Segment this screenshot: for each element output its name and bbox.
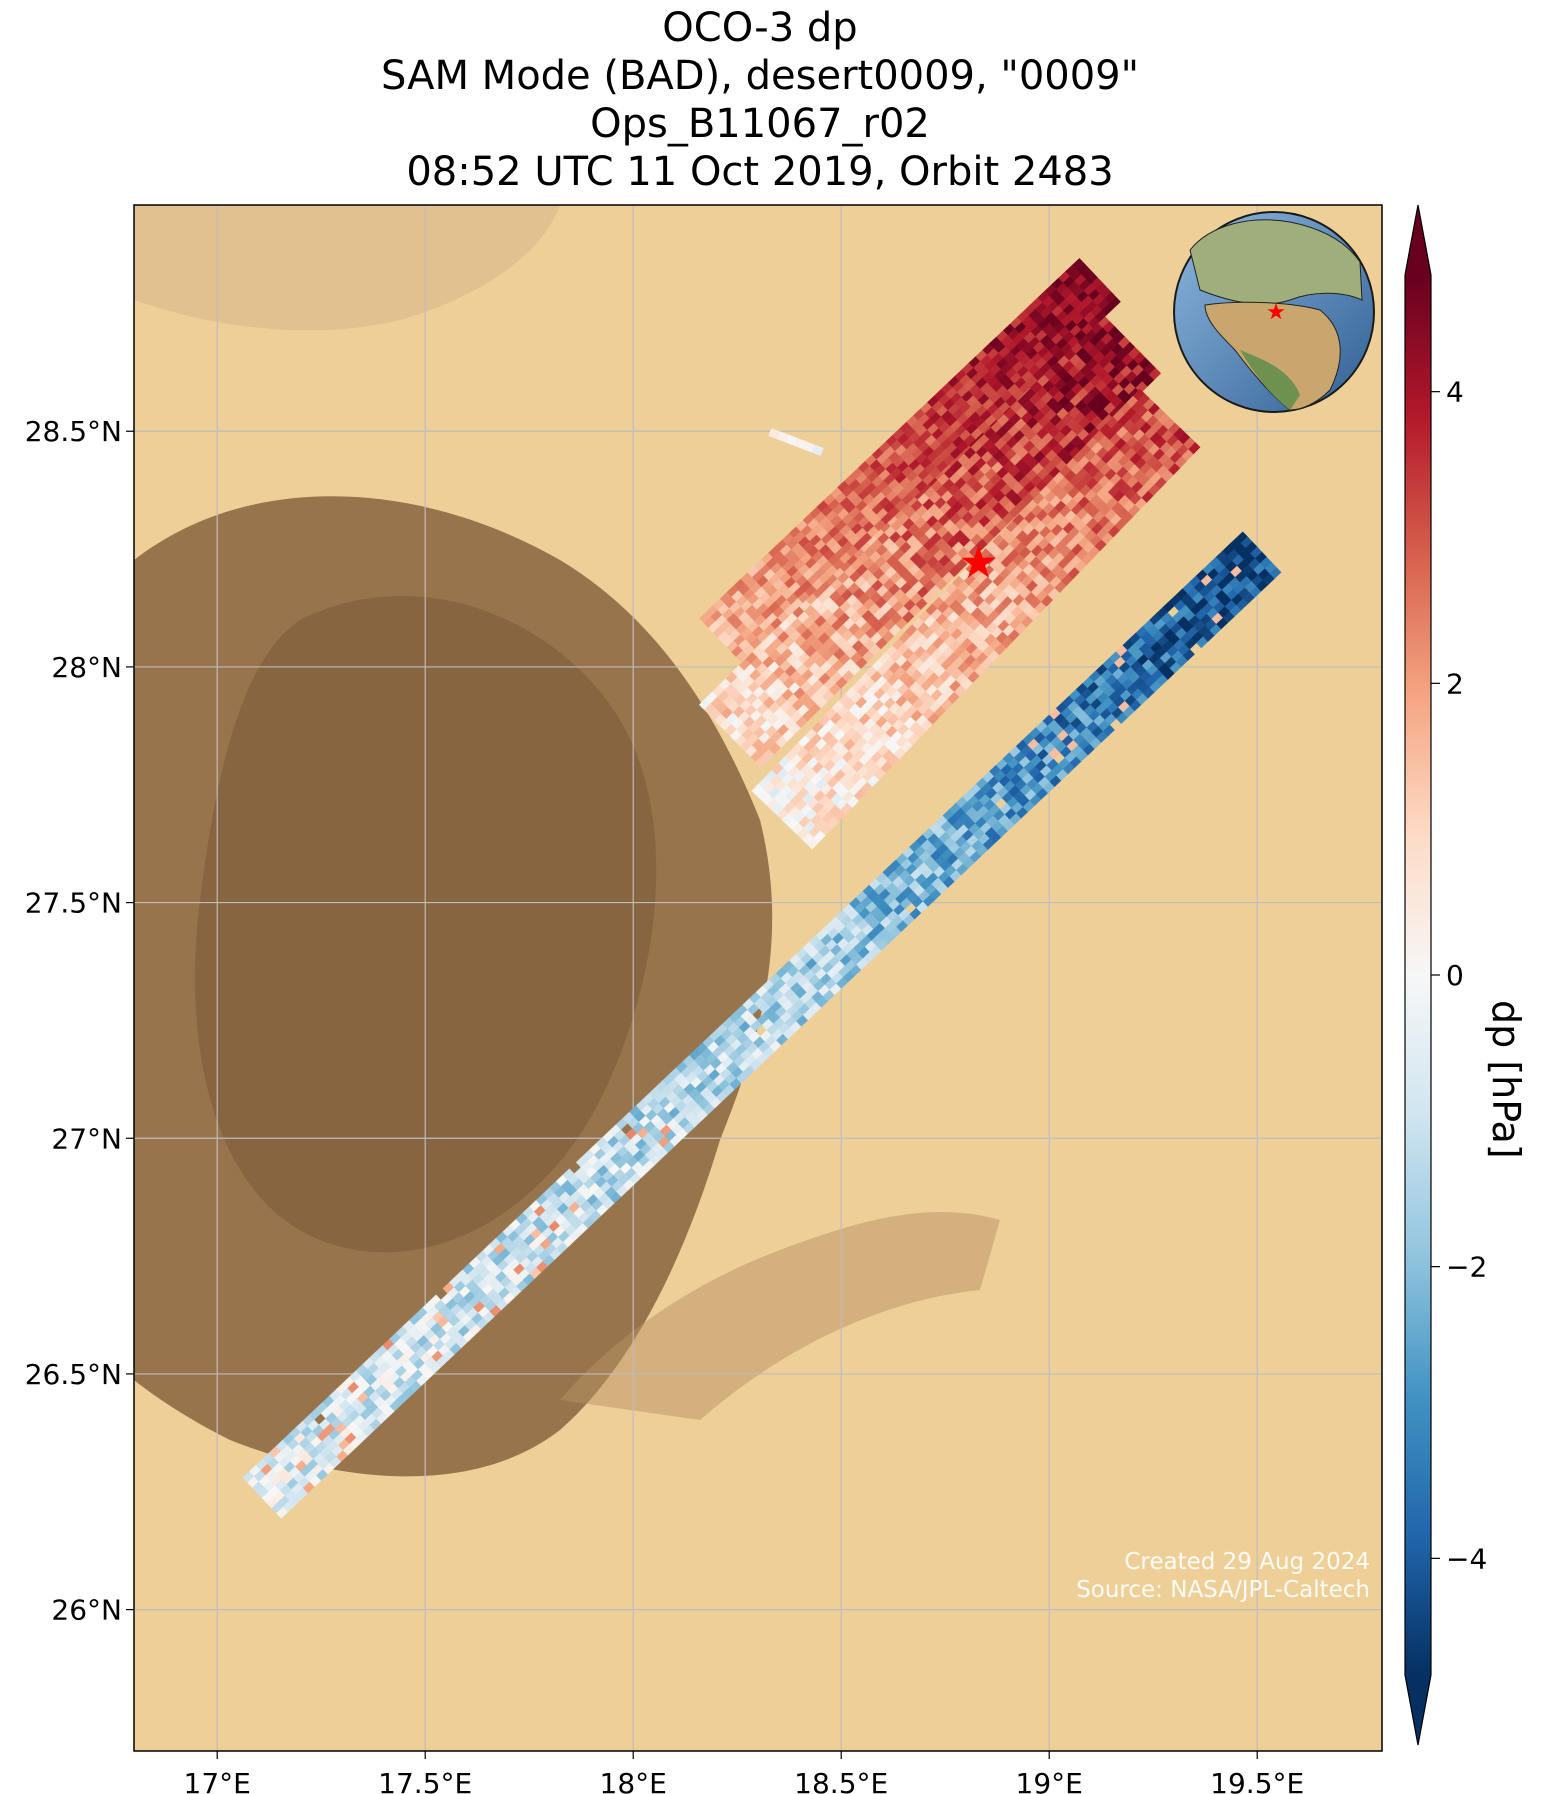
globe-target-marker bbox=[1267, 303, 1285, 320]
colorbar: 4 2 0 −2 −4 bbox=[1404, 204, 1487, 1746]
colorbar-extend-bottom bbox=[1405, 1675, 1431, 1745]
colorbar-tick-label: 0 bbox=[1446, 959, 1464, 992]
sounding-pixel bbox=[1102, 724, 1115, 737]
title-line-4: 08:52 UTC 11 Oct 2019, Orbit 2483 bbox=[406, 149, 1114, 195]
target-star-marker bbox=[961, 545, 996, 578]
sounding-swaths bbox=[242, 257, 1282, 1519]
lat-tick-label: 26°N bbox=[51, 1594, 122, 1627]
sounding-pixel bbox=[1108, 296, 1121, 309]
globe-central-africa bbox=[1240, 350, 1300, 410]
data-source: Source: NASA/JPL-Caltech bbox=[1076, 1577, 1370, 1603]
colorbar-ticks: 4 2 0 −2 −4 bbox=[1431, 376, 1487, 1575]
lon-tick-label: 19.5°E bbox=[1210, 1767, 1304, 1794]
colorbar-tick-label: −4 bbox=[1446, 1542, 1487, 1575]
title-line-1: OCO-3 dp bbox=[662, 5, 858, 51]
plot-frame bbox=[133, 204, 1383, 1752]
inset-globe bbox=[1173, 211, 1375, 413]
lon-tick-label: 18°E bbox=[600, 1767, 667, 1794]
lon-tick-label: 18.5°E bbox=[794, 1767, 888, 1794]
globe-africa bbox=[1204, 301, 1341, 411]
sounding-pixel bbox=[811, 444, 824, 456]
lon-tick-label: 17°E bbox=[184, 1767, 251, 1794]
colorbar-extend-top bbox=[1405, 205, 1431, 275]
colorbar-label: dp [hPa] bbox=[1484, 1000, 1528, 1159]
longitude-axis: 17°E 17.5°E 18°E 18.5°E 19°E 19.5°E bbox=[184, 1751, 1304, 1794]
colorbar-tick-label: 4 bbox=[1446, 376, 1464, 409]
title-line-2: SAM Mode (BAD), desert0009, "0009" bbox=[380, 53, 1140, 99]
colorbar-tick-label: −2 bbox=[1446, 1251, 1487, 1284]
colorbar-tick-label: 2 bbox=[1446, 667, 1464, 700]
created-date: Created 29 Aug 2024 bbox=[1124, 1549, 1370, 1575]
lat-tick-label: 28.5°N bbox=[25, 415, 122, 448]
sounding-pixel bbox=[1269, 567, 1282, 579]
lon-tick-label: 19°E bbox=[1016, 1767, 1083, 1794]
lat-tick-label: 27°N bbox=[51, 1122, 122, 1155]
sounding-pixel bbox=[1188, 442, 1201, 455]
lat-tick-label: 26.5°N bbox=[25, 1358, 122, 1391]
credits: Created 29 Aug 2024 Source: NASA/JPL-Cal… bbox=[1076, 1548, 1370, 1604]
lat-tick-label: 28°N bbox=[51, 651, 122, 684]
colorbar-gradient bbox=[1405, 275, 1431, 1675]
lon-tick-label: 17.5°E bbox=[378, 1767, 472, 1794]
latitude-axis: 26°N 26.5°N 27°N 27.5°N 28°N 28.5°N bbox=[25, 415, 134, 1627]
colorbar-outline bbox=[1404, 204, 1432, 1746]
basemap bbox=[134, 205, 1382, 1751]
sounding-pixel bbox=[1148, 367, 1162, 381]
north-ridge bbox=[134, 205, 560, 331]
sounding-pixel bbox=[1182, 648, 1195, 661]
lat-tick-label: 27.5°N bbox=[25, 887, 122, 920]
map-title: OCO-3 dp SAM Mode (BAD), desert0009, "00… bbox=[0, 4, 1520, 196]
title-line-3: Ops_B11067_r02 bbox=[590, 101, 930, 147]
basin-outwash bbox=[560, 1211, 1000, 1420]
